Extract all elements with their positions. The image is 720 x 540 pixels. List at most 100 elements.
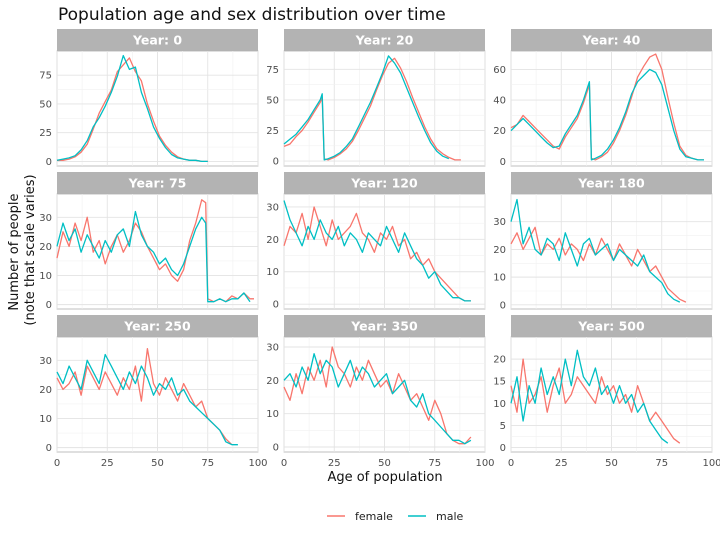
facet-strip-label: Year: 75 [128, 176, 187, 191]
y-axis-title: Number of people (note that scale varies… [7, 174, 38, 325]
x-tick-label: 0 [281, 458, 287, 469]
facet-strip [511, 315, 712, 337]
y-tick-label: 20 [39, 385, 52, 396]
facet-strip [284, 29, 485, 51]
series-line-male [510, 349, 669, 444]
facet-panel: Year: 350 0 10 20 30 0 25 50 75 100 [266, 315, 495, 469]
y-tick-label: 10 [39, 271, 52, 282]
series-line-male [283, 200, 471, 302]
y-tick-label: 30 [266, 343, 279, 354]
series-line-male [510, 68, 704, 161]
y-tick-label: 25 [39, 128, 52, 139]
facet-strip-label: Year: 250 [123, 319, 191, 334]
legend-item-female: female [327, 510, 393, 523]
y-tick-label: 50 [266, 95, 279, 106]
y-tick-label: 20 [493, 126, 506, 137]
facet-strip-label: Year: 180 [577, 176, 645, 191]
facet-panel: Year: 0 0 25 50 75 [39, 29, 259, 168]
y-tick-label: 30 [493, 217, 506, 228]
facet-panel: Year: 500 0 5 10 15 20 0 25 50 75 100 [493, 315, 720, 469]
facet-strip-label: Year: 120 [350, 176, 418, 191]
y-tick-label: 60 [493, 65, 506, 76]
x-tick-label: 50 [605, 458, 618, 469]
facet-strip [511, 29, 712, 51]
y-tick-label: 0 [46, 443, 52, 454]
facet-strip-label: Year: 20 [355, 33, 414, 48]
facet-panel: Year: 40 0 20 40 60 [493, 29, 713, 168]
series-line-male [510, 198, 681, 303]
x-tick-label: 0 [54, 458, 60, 469]
facet-strip [57, 172, 258, 194]
chart-title: Population age and sex distribution over… [58, 5, 446, 25]
gridlines [56, 194, 259, 309]
y-tick-label: 30 [266, 202, 279, 213]
x-tick-label: 100 [702, 458, 720, 469]
y-tick-label: 0 [500, 443, 506, 454]
x-tick-label: 0 [508, 458, 514, 469]
series-line-female [56, 347, 233, 446]
x-tick-label: 75 [201, 458, 214, 469]
y-tick-label: 0 [273, 300, 279, 311]
facet-strip-label: Year: 500 [577, 319, 645, 334]
series-line-female [283, 346, 472, 445]
y-tick-label: 15 [493, 377, 506, 388]
series-line-male [56, 353, 238, 446]
y-tick-label: 20 [493, 355, 506, 366]
legend: female male [327, 510, 464, 523]
series-line-female [510, 226, 687, 303]
x-tick-label: 100 [248, 458, 267, 469]
series-line-male [56, 210, 251, 303]
facet-strip [284, 315, 485, 337]
y-axis-title-line-2: (note that scale varies) [23, 174, 38, 325]
y-tick-label: 0 [46, 157, 52, 168]
facet-strip [284, 172, 485, 194]
legend-item-male: male [408, 510, 464, 523]
facet-panel: Year: 20 0 25 50 75 [266, 29, 486, 168]
x-tick-label: 50 [378, 458, 391, 469]
series-line-male [56, 54, 208, 163]
y-tick-label: 10 [493, 399, 506, 410]
x-tick-label: 75 [428, 458, 441, 469]
y-tick-label: 50 [39, 99, 52, 110]
y-tick-label: 10 [266, 267, 279, 278]
y-tick-label: 30 [39, 356, 52, 367]
x-tick-label: 75 [655, 458, 668, 469]
facet-strip-label: Year: 40 [582, 33, 641, 48]
y-axis-title-line-1: Number of people [7, 194, 22, 311]
facet-strip [57, 315, 258, 337]
facet-strip-label: Year: 350 [350, 319, 418, 334]
legend-label-female: female [355, 510, 393, 523]
series-line-male [283, 353, 472, 445]
facet-strip [57, 29, 258, 51]
y-tick-label: 20 [39, 242, 52, 253]
y-tick-label: 75 [266, 65, 279, 76]
facet-panel: Year: 180 0 10 20 30 [493, 172, 713, 311]
y-tick-label: 25 [266, 126, 279, 137]
x-axis-title: Age of population [327, 470, 442, 485]
gridlines [283, 337, 486, 452]
facet-panel: Year: 75 0 10 20 30 [39, 172, 259, 311]
series-line-female [283, 57, 461, 161]
gridlines [56, 337, 259, 452]
y-tick-label: 20 [493, 245, 506, 256]
y-tick-label: 0 [273, 157, 279, 168]
y-tick-label: 10 [493, 273, 506, 284]
facet-panel: Year: 250 0 10 20 30 0 25 50 75 100 [39, 315, 268, 469]
y-tick-label: 20 [266, 235, 279, 246]
x-tick-label: 25 [555, 458, 568, 469]
y-tick-label: 10 [266, 409, 279, 420]
x-tick-label: 50 [151, 458, 164, 469]
series-line-female [510, 53, 704, 161]
gridlines [283, 194, 486, 309]
gridlines [283, 51, 486, 166]
y-tick-label: 75 [39, 71, 52, 82]
y-tick-label: 0 [500, 157, 506, 168]
legend-label-male: male [436, 510, 464, 523]
y-tick-label: 20 [266, 376, 279, 387]
x-tick-label: 100 [475, 458, 494, 469]
y-tick-label: 0 [273, 443, 279, 454]
y-tick-label: 10 [39, 414, 52, 425]
y-tick-label: 0 [46, 300, 52, 311]
